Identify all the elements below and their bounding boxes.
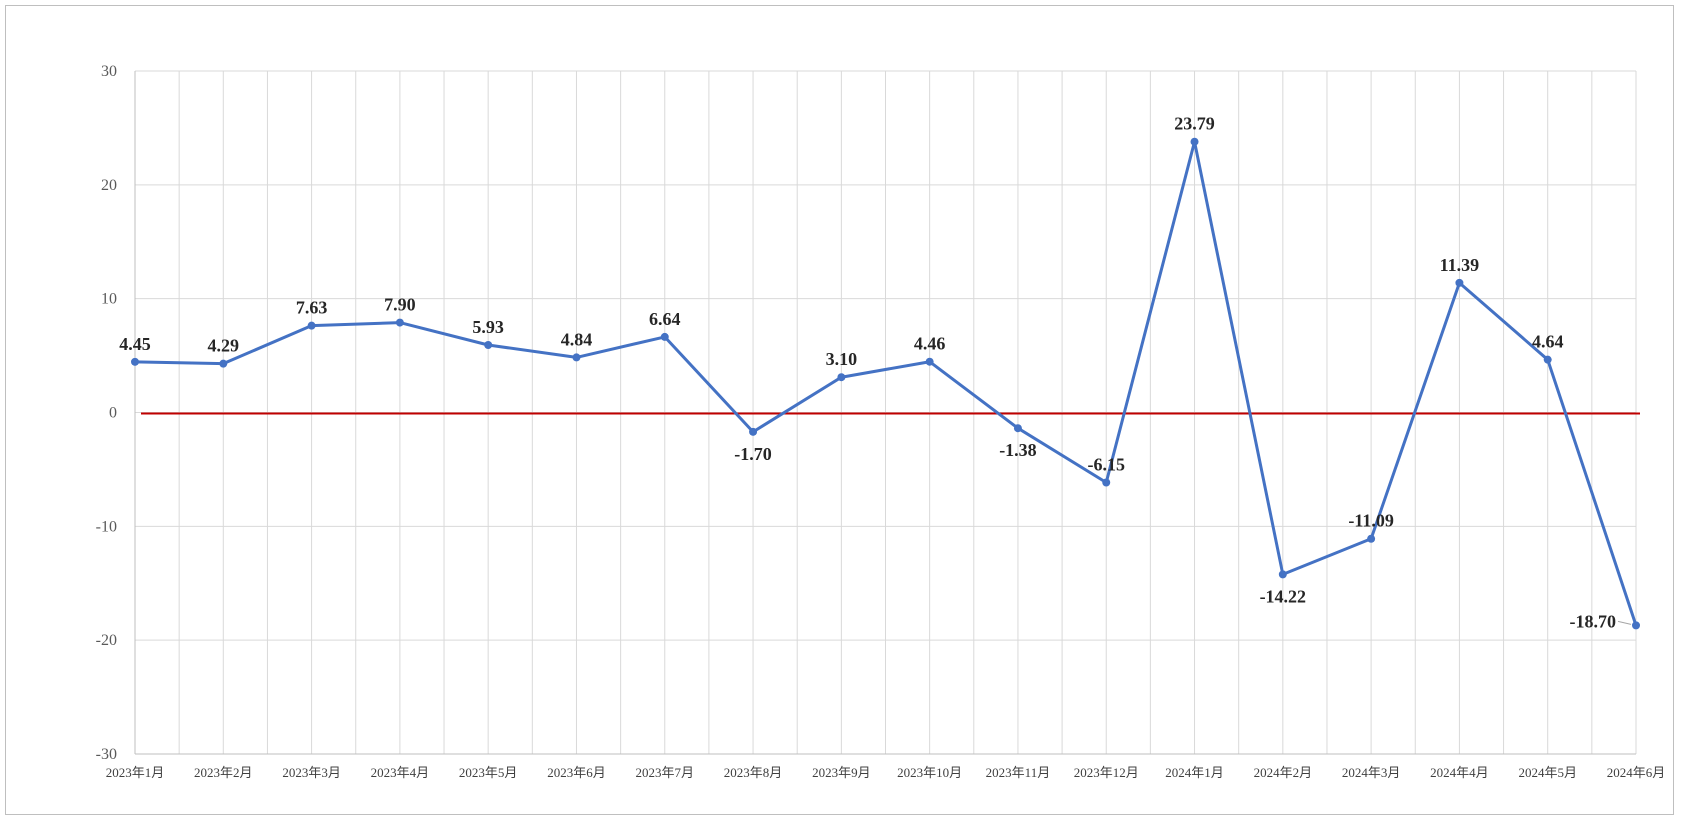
data-label: -11.09 <box>1348 511 1394 531</box>
data-point <box>1543 355 1552 364</box>
data-label: 23.79 <box>1174 114 1215 134</box>
data-label: -14.22 <box>1260 586 1307 606</box>
data-label: -6.15 <box>1087 455 1125 475</box>
data-label: 4.45 <box>119 334 151 354</box>
series-segment <box>751 375 843 434</box>
data-point <box>1013 424 1022 433</box>
series-segment <box>663 335 755 434</box>
data-label: -1.38 <box>999 440 1037 460</box>
data-label: 4.84 <box>561 329 593 349</box>
data-point <box>572 353 581 362</box>
data-label: 7.63 <box>296 298 328 318</box>
data-label: 6.64 <box>649 309 681 329</box>
axes <box>134 71 1636 755</box>
series-segment <box>1016 426 1108 485</box>
data-point <box>1190 137 1199 146</box>
data-point <box>1455 278 1464 287</box>
data-point <box>1278 570 1287 579</box>
series-segment <box>574 335 667 359</box>
data-markers <box>131 137 1640 630</box>
y-tick-label: 20 <box>101 177 117 194</box>
data-point <box>395 318 404 327</box>
y-tick-label: -20 <box>96 632 117 649</box>
series-segment <box>1104 140 1197 485</box>
series-segment <box>1281 537 1373 576</box>
x-tick-label: 2024年3月 <box>1342 765 1401 780</box>
data-label: 11.39 <box>1440 255 1480 275</box>
data-point <box>219 359 228 368</box>
y-tick-label: -30 <box>96 746 117 763</box>
data-point <box>484 340 493 349</box>
y-tick-label: -10 <box>96 518 117 535</box>
data-point <box>1102 478 1111 487</box>
data-point <box>925 357 934 366</box>
x-tick-label: 2023年9月 <box>812 765 871 780</box>
x-tick-label: 2023年7月 <box>636 765 695 780</box>
x-axis-tick-labels: 2023年1月 2023年2月 2023年3月 2023年4月 2023年5月 2023年… <box>106 765 1666 780</box>
x-tick-label: 2023年5月 <box>459 765 518 780</box>
data-label-leader-line <box>1617 620 1632 625</box>
data-point <box>660 332 669 341</box>
x-tick-label: 2023年10月 <box>897 765 962 780</box>
y-axis-tick-labels: 30 20 10 0 -10 -20 -30 <box>96 63 117 763</box>
x-tick-label: 2023年8月 <box>724 765 783 780</box>
x-tick-label: 2024年6月 <box>1607 765 1666 780</box>
x-tick-label: 2024年2月 <box>1254 765 1313 780</box>
data-point <box>1632 621 1640 630</box>
series-segment <box>839 360 932 379</box>
data-label: -1.70 <box>734 444 772 464</box>
y-tick-label: 10 <box>101 291 117 308</box>
x-tick-label: 2023年12月 <box>1074 765 1139 780</box>
data-label: 5.93 <box>472 317 504 337</box>
series-segment <box>310 321 402 328</box>
data-label: 4.29 <box>208 336 240 356</box>
x-tick-label: 2023年2月 <box>194 765 253 780</box>
x-tick-label: 2024年1月 <box>1165 765 1224 780</box>
series-line <box>133 140 1638 627</box>
chart-frame <box>5 5 1674 815</box>
data-label: 4.64 <box>1532 332 1564 352</box>
data-point <box>749 427 758 436</box>
y-tick-label: 0 <box>109 405 117 422</box>
x-tick-label: 2024年4月 <box>1430 765 1489 780</box>
series-segment <box>928 360 1020 430</box>
x-tick-label: 2023年6月 <box>547 765 606 780</box>
data-point <box>307 321 316 330</box>
data-labels: 4.45 4.29 7.63 7.90 5.93 4.84 6.64 -1.70 3.10 4.4… <box>119 114 1632 631</box>
data-point <box>837 373 846 382</box>
series-segment <box>133 360 225 366</box>
series-segment <box>1546 358 1638 627</box>
x-tick-label: 2023年4月 <box>371 765 430 780</box>
data-point <box>131 357 139 366</box>
series-segment <box>1457 281 1550 362</box>
data-label: -18.70 <box>1570 611 1617 631</box>
x-tick-label: 2024年5月 <box>1518 765 1577 780</box>
y-tick-label: 30 <box>101 63 117 80</box>
data-label: 4.46 <box>914 334 946 354</box>
series-segment <box>486 343 578 359</box>
x-tick-label: 2023年11月 <box>986 765 1051 780</box>
x-tick-label: 2023年3月 <box>282 765 341 780</box>
series-segment <box>398 321 490 347</box>
x-tick-label: 2023年1月 <box>106 765 165 780</box>
data-point <box>1367 534 1376 543</box>
series-segment <box>1369 281 1461 541</box>
data-label: 7.90 <box>384 295 416 315</box>
series-segment <box>1193 140 1285 576</box>
series-segment <box>221 324 314 366</box>
data-label: 3.10 <box>826 349 858 369</box>
